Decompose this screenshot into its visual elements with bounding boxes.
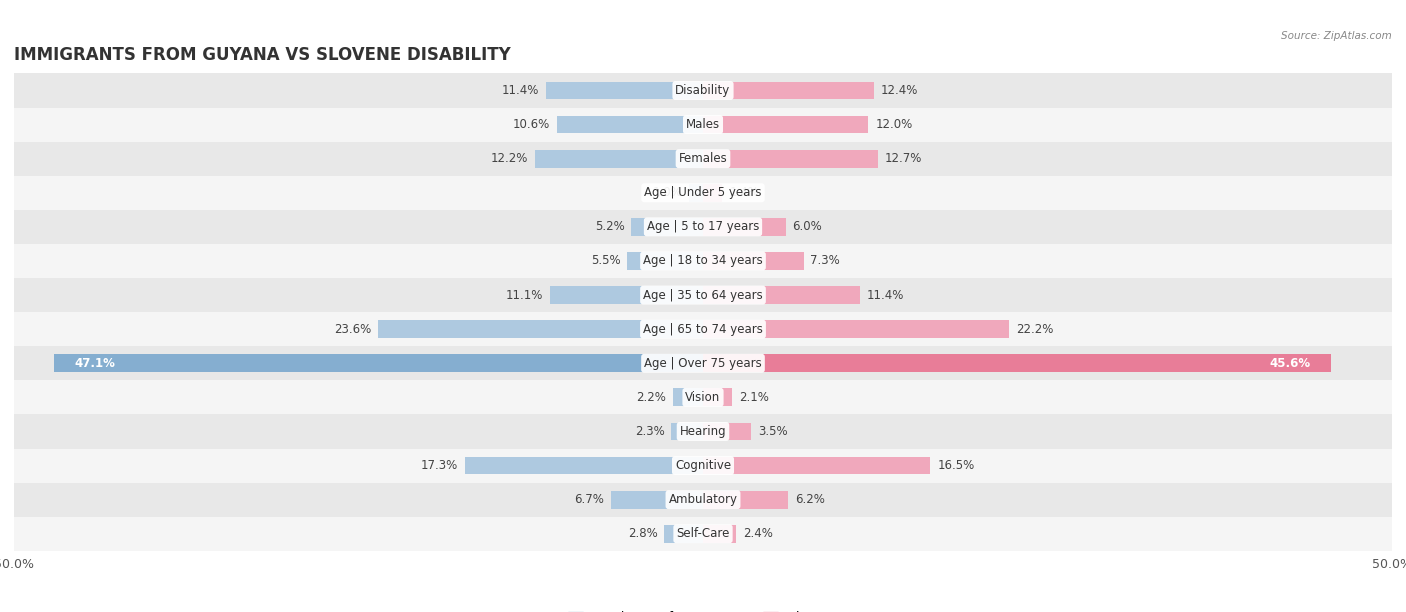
Bar	[14, 346, 1392, 380]
Text: 3.5%: 3.5%	[758, 425, 787, 438]
Text: 2.8%: 2.8%	[628, 528, 658, 540]
Text: 47.1%: 47.1%	[75, 357, 115, 370]
Text: Hearing: Hearing	[679, 425, 727, 438]
Text: Age | 18 to 34 years: Age | 18 to 34 years	[643, 255, 763, 267]
Text: 2.4%: 2.4%	[742, 528, 773, 540]
Text: 12.2%: 12.2%	[491, 152, 529, 165]
Bar	[14, 380, 1392, 414]
Text: Age | Under 5 years: Age | Under 5 years	[644, 186, 762, 200]
Text: 23.6%: 23.6%	[333, 323, 371, 335]
Text: Age | 65 to 74 years: Age | 65 to 74 years	[643, 323, 763, 335]
Bar	[14, 449, 1392, 483]
Text: 2.1%: 2.1%	[738, 391, 769, 404]
Text: IMMIGRANTS FROM GUYANA VS SLOVENE DISABILITY: IMMIGRANTS FROM GUYANA VS SLOVENE DISABI…	[14, 45, 510, 64]
Bar	[703, 320, 1010, 338]
Text: Source: ZipAtlas.com: Source: ZipAtlas.com	[1281, 31, 1392, 40]
Bar	[14, 483, 1392, 517]
Text: 1.0%: 1.0%	[652, 186, 682, 200]
Bar	[53, 354, 703, 372]
Text: 5.5%: 5.5%	[591, 255, 620, 267]
Text: Age | Over 75 years: Age | Over 75 years	[644, 357, 762, 370]
Text: 12.0%: 12.0%	[875, 118, 912, 131]
Bar	[671, 423, 703, 440]
Bar	[689, 184, 703, 201]
Bar	[703, 286, 860, 304]
Text: Self-Care: Self-Care	[676, 528, 730, 540]
Text: 22.2%: 22.2%	[1015, 323, 1053, 335]
Text: Females: Females	[679, 152, 727, 165]
Text: Disability: Disability	[675, 84, 731, 97]
Bar	[550, 286, 703, 304]
Bar	[534, 150, 703, 168]
Text: 10.6%: 10.6%	[513, 118, 550, 131]
Bar	[703, 354, 1331, 372]
Text: 6.7%: 6.7%	[574, 493, 603, 506]
Bar	[627, 252, 703, 270]
Bar	[703, 81, 875, 99]
Text: 12.4%: 12.4%	[880, 84, 918, 97]
Text: 2.2%: 2.2%	[636, 391, 666, 404]
Bar	[703, 491, 789, 509]
Bar	[14, 73, 1392, 108]
Bar	[14, 210, 1392, 244]
Bar	[14, 312, 1392, 346]
Bar	[672, 389, 703, 406]
Text: 45.6%: 45.6%	[1270, 357, 1310, 370]
Text: Cognitive: Cognitive	[675, 459, 731, 472]
Bar	[14, 278, 1392, 312]
Text: 17.3%: 17.3%	[420, 459, 458, 472]
Bar	[703, 184, 723, 201]
Legend: Immigrants from Guyana, Slovene: Immigrants from Guyana, Slovene	[562, 605, 844, 612]
Bar	[14, 414, 1392, 449]
Bar	[703, 252, 804, 270]
Text: 6.0%: 6.0%	[793, 220, 823, 233]
Bar	[703, 525, 737, 543]
Bar	[378, 320, 703, 338]
Bar	[703, 423, 751, 440]
Text: 5.2%: 5.2%	[595, 220, 624, 233]
Text: 11.1%: 11.1%	[506, 289, 543, 302]
Bar	[557, 116, 703, 133]
Text: 6.2%: 6.2%	[796, 493, 825, 506]
Text: 16.5%: 16.5%	[938, 459, 974, 472]
Text: 1.4%: 1.4%	[730, 186, 759, 200]
Bar	[703, 389, 733, 406]
Bar	[703, 116, 869, 133]
Bar	[14, 517, 1392, 551]
Bar	[610, 491, 703, 509]
Bar	[703, 218, 786, 236]
Text: 12.7%: 12.7%	[884, 152, 922, 165]
Bar	[14, 244, 1392, 278]
Bar	[14, 141, 1392, 176]
Bar	[464, 457, 703, 474]
Text: Age | 5 to 17 years: Age | 5 to 17 years	[647, 220, 759, 233]
Text: 2.3%: 2.3%	[634, 425, 665, 438]
Bar	[14, 176, 1392, 210]
Text: Vision: Vision	[685, 391, 721, 404]
Bar	[631, 218, 703, 236]
Text: Ambulatory: Ambulatory	[668, 493, 738, 506]
Text: 11.4%: 11.4%	[868, 289, 904, 302]
Bar	[546, 81, 703, 99]
Text: Males: Males	[686, 118, 720, 131]
Bar	[703, 150, 877, 168]
Bar	[703, 457, 931, 474]
Bar	[14, 108, 1392, 141]
Text: 11.4%: 11.4%	[502, 84, 538, 97]
Text: 7.3%: 7.3%	[810, 255, 841, 267]
Bar	[665, 525, 703, 543]
Text: Age | 35 to 64 years: Age | 35 to 64 years	[643, 289, 763, 302]
